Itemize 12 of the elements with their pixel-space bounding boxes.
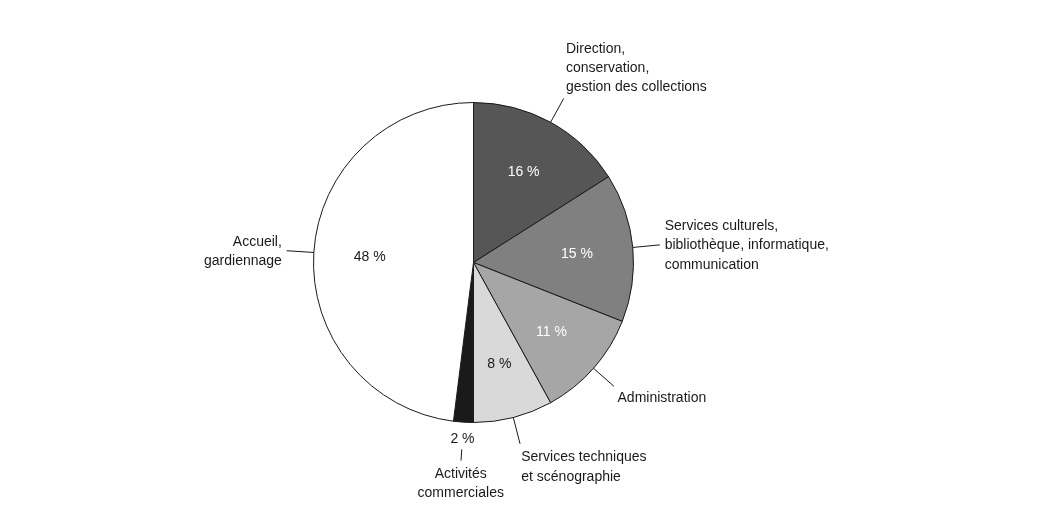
slice-label: Services techniques et scénographie (521, 448, 647, 484)
slice-label: Accueil, gardiennage (204, 232, 283, 269)
data-label: 15 % (561, 244, 594, 261)
data-label: 11 % (536, 323, 567, 340)
data-label: 2 % (450, 430, 475, 447)
data-label: 48 % (353, 247, 386, 264)
data-label: 16 % (507, 163, 540, 180)
slice-label: Administration (617, 389, 707, 406)
slice-label: Services culturels, bibliothèque, informatique, communication (664, 217, 829, 272)
legend-label: Activités commerciales (417, 465, 504, 501)
slice-label: Direction, conservation, gestion des collections (566, 39, 707, 95)
data-label: 8 % (487, 355, 512, 372)
